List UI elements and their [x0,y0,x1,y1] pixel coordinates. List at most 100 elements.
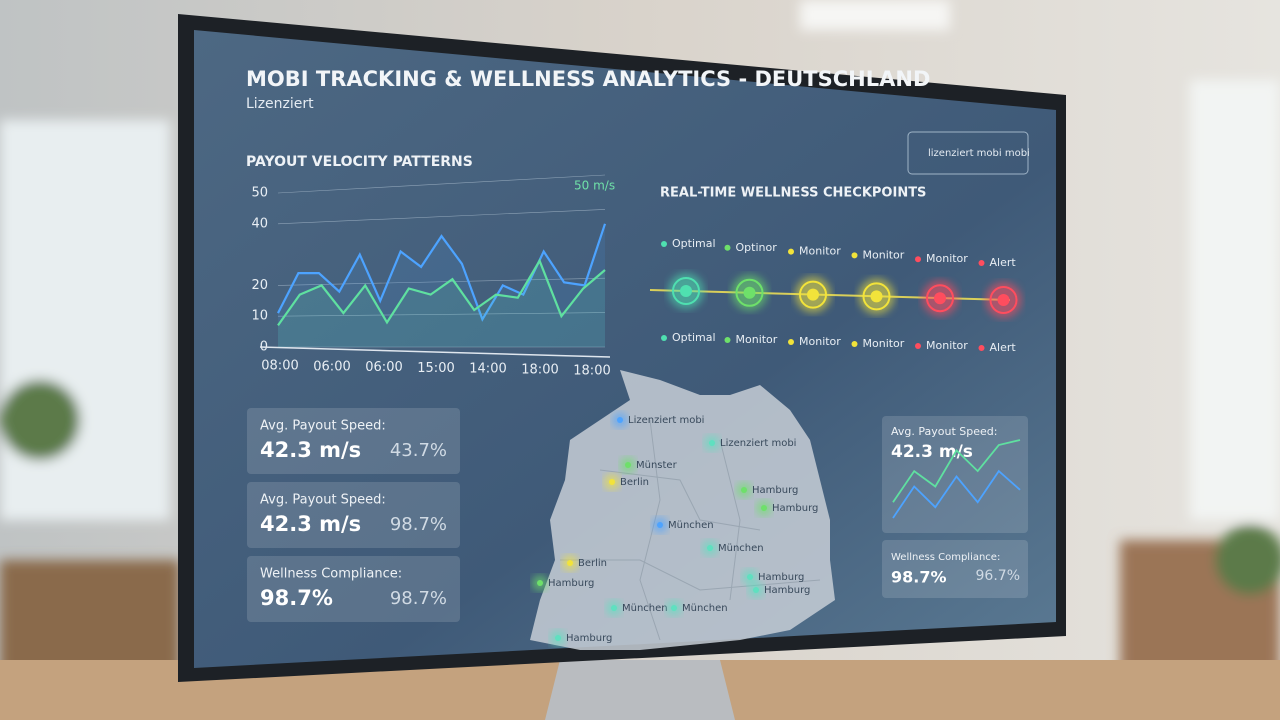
card-secondary: 96.7% [976,568,1020,584]
legend-dot [724,244,731,251]
checkpoint-top-label: Monitor [799,245,841,258]
map-dot [709,440,715,446]
x-tick-label: 18:00 [521,363,558,378]
cards: Avg. Payout Speed: 42.3 m/s 43.7% Avg. Payo… [247,408,1028,622]
map-label: München [718,543,764,554]
series-line [277,223,607,322]
checkpoint-ring [989,286,1018,314]
series-line [277,258,606,327]
screen [194,30,1056,668]
x-tick-label: 08:00 [261,359,298,374]
checkpoint-top-label: Optimal [672,237,716,250]
x-tick-label: 15:00 [417,361,454,376]
grid-line [277,312,606,317]
map-label: Lizenziert mobi [628,415,704,426]
legend-dot [724,337,731,343]
y-tick-label: 10 [251,309,268,324]
map-dot [761,505,767,511]
card-label: Avg. Payout Speed: [891,425,997,438]
checkpoint-dot [743,286,756,299]
map-dot [707,545,713,551]
map-label: Hamburg [548,578,594,589]
map-dot [625,462,631,468]
checkpoint-ring [799,280,827,309]
y-tick-label: 50 [251,186,268,201]
checkpoint-dot [680,285,692,297]
map-label: Hamburg [764,585,810,596]
checkpoint-dot [807,288,819,301]
legend-dot [978,260,985,266]
x-tick-label: 06:00 [313,359,350,374]
card-label: Avg. Payout Speed: [260,419,386,434]
map-dot [611,605,617,611]
map-dot [537,580,543,586]
checkpoints-title: REAL-TIME WELLNESS CHECKPOINTS [660,186,926,201]
card-value: 42.3 m/s [891,442,973,462]
checkpoint-dot [870,290,883,303]
map-label: Hamburg [566,633,612,644]
checkpoint-bottom-label: Optimal [672,331,716,344]
map-dot [657,522,663,528]
legend-dot [915,256,921,263]
mini-line [892,469,1021,519]
map-label: Hamburg [752,485,798,496]
map-label: Münster [636,460,678,471]
subtitle: Lizenziert [246,96,314,112]
card-value: 98.7% [891,568,947,587]
map-dot [609,479,615,485]
y-tick-label: 20 [251,278,268,293]
card-label: Wellness Compliance: [891,552,1000,563]
card-value: 98.7% [260,586,333,610]
checkpoint-top-label: Monitor [926,252,968,265]
map-dot [747,574,753,580]
legend-dot [661,241,667,247]
legend-dot [978,345,985,351]
metric-card [247,408,460,474]
checkpoint-ring [735,278,764,307]
card-secondary: 98.7% [390,588,447,609]
checkpoint-ring [862,282,891,311]
map-dot [567,560,573,566]
monitor-stand [545,660,735,720]
legend-dot [661,335,667,341]
checkpoint-ring [926,284,954,313]
checkpoint-top-label: Alert [990,256,1017,269]
x-tick-label: 06:00 [365,360,402,375]
map-label: München [668,520,714,531]
checkpoint-ring [672,277,700,305]
x-axis [259,346,611,358]
map-dot [741,487,747,493]
dropdown-text[interactable]: lizenziert mobi mobi [928,148,1030,159]
checkpoint-bottom-label: Monitor [799,335,841,348]
checkpoint-top-label: Monitor [863,248,905,261]
checkpoint-dot [997,294,1010,306]
checkpoint-top-label: Optinor [736,241,778,254]
grid-line [277,174,606,194]
x-tick-label: 18:00 [573,363,610,378]
card-value: 42.3 m/s [260,438,361,462]
legend-dot [915,343,921,349]
map-label: Berlin [620,477,649,488]
germany-map [530,370,835,650]
checkpoint-bottom-label: Alert [990,341,1017,354]
title: MOBI TRACKING & WELLNESS ANALYTICS - DEU… [246,67,930,91]
checkpoint-bottom-label: Monitor [863,337,905,350]
series-area [278,223,605,347]
metric-card [882,416,1028,533]
x-tick-label: 14:00 [469,362,506,377]
card-label: Avg. Payout Speed: [260,493,386,508]
series-area [278,260,605,347]
map-dot [617,417,623,423]
checkpoint-bottom-label: Monitor [736,333,778,346]
map-label: Hamburg [758,572,804,583]
legend-dot [788,339,794,345]
map-dot [753,587,759,593]
map-label: Berlin [578,558,607,569]
legend-dot [788,248,794,255]
dropdown[interactable] [907,131,1029,175]
y-tick-label: 40 [251,216,268,231]
metric-card [247,482,460,548]
